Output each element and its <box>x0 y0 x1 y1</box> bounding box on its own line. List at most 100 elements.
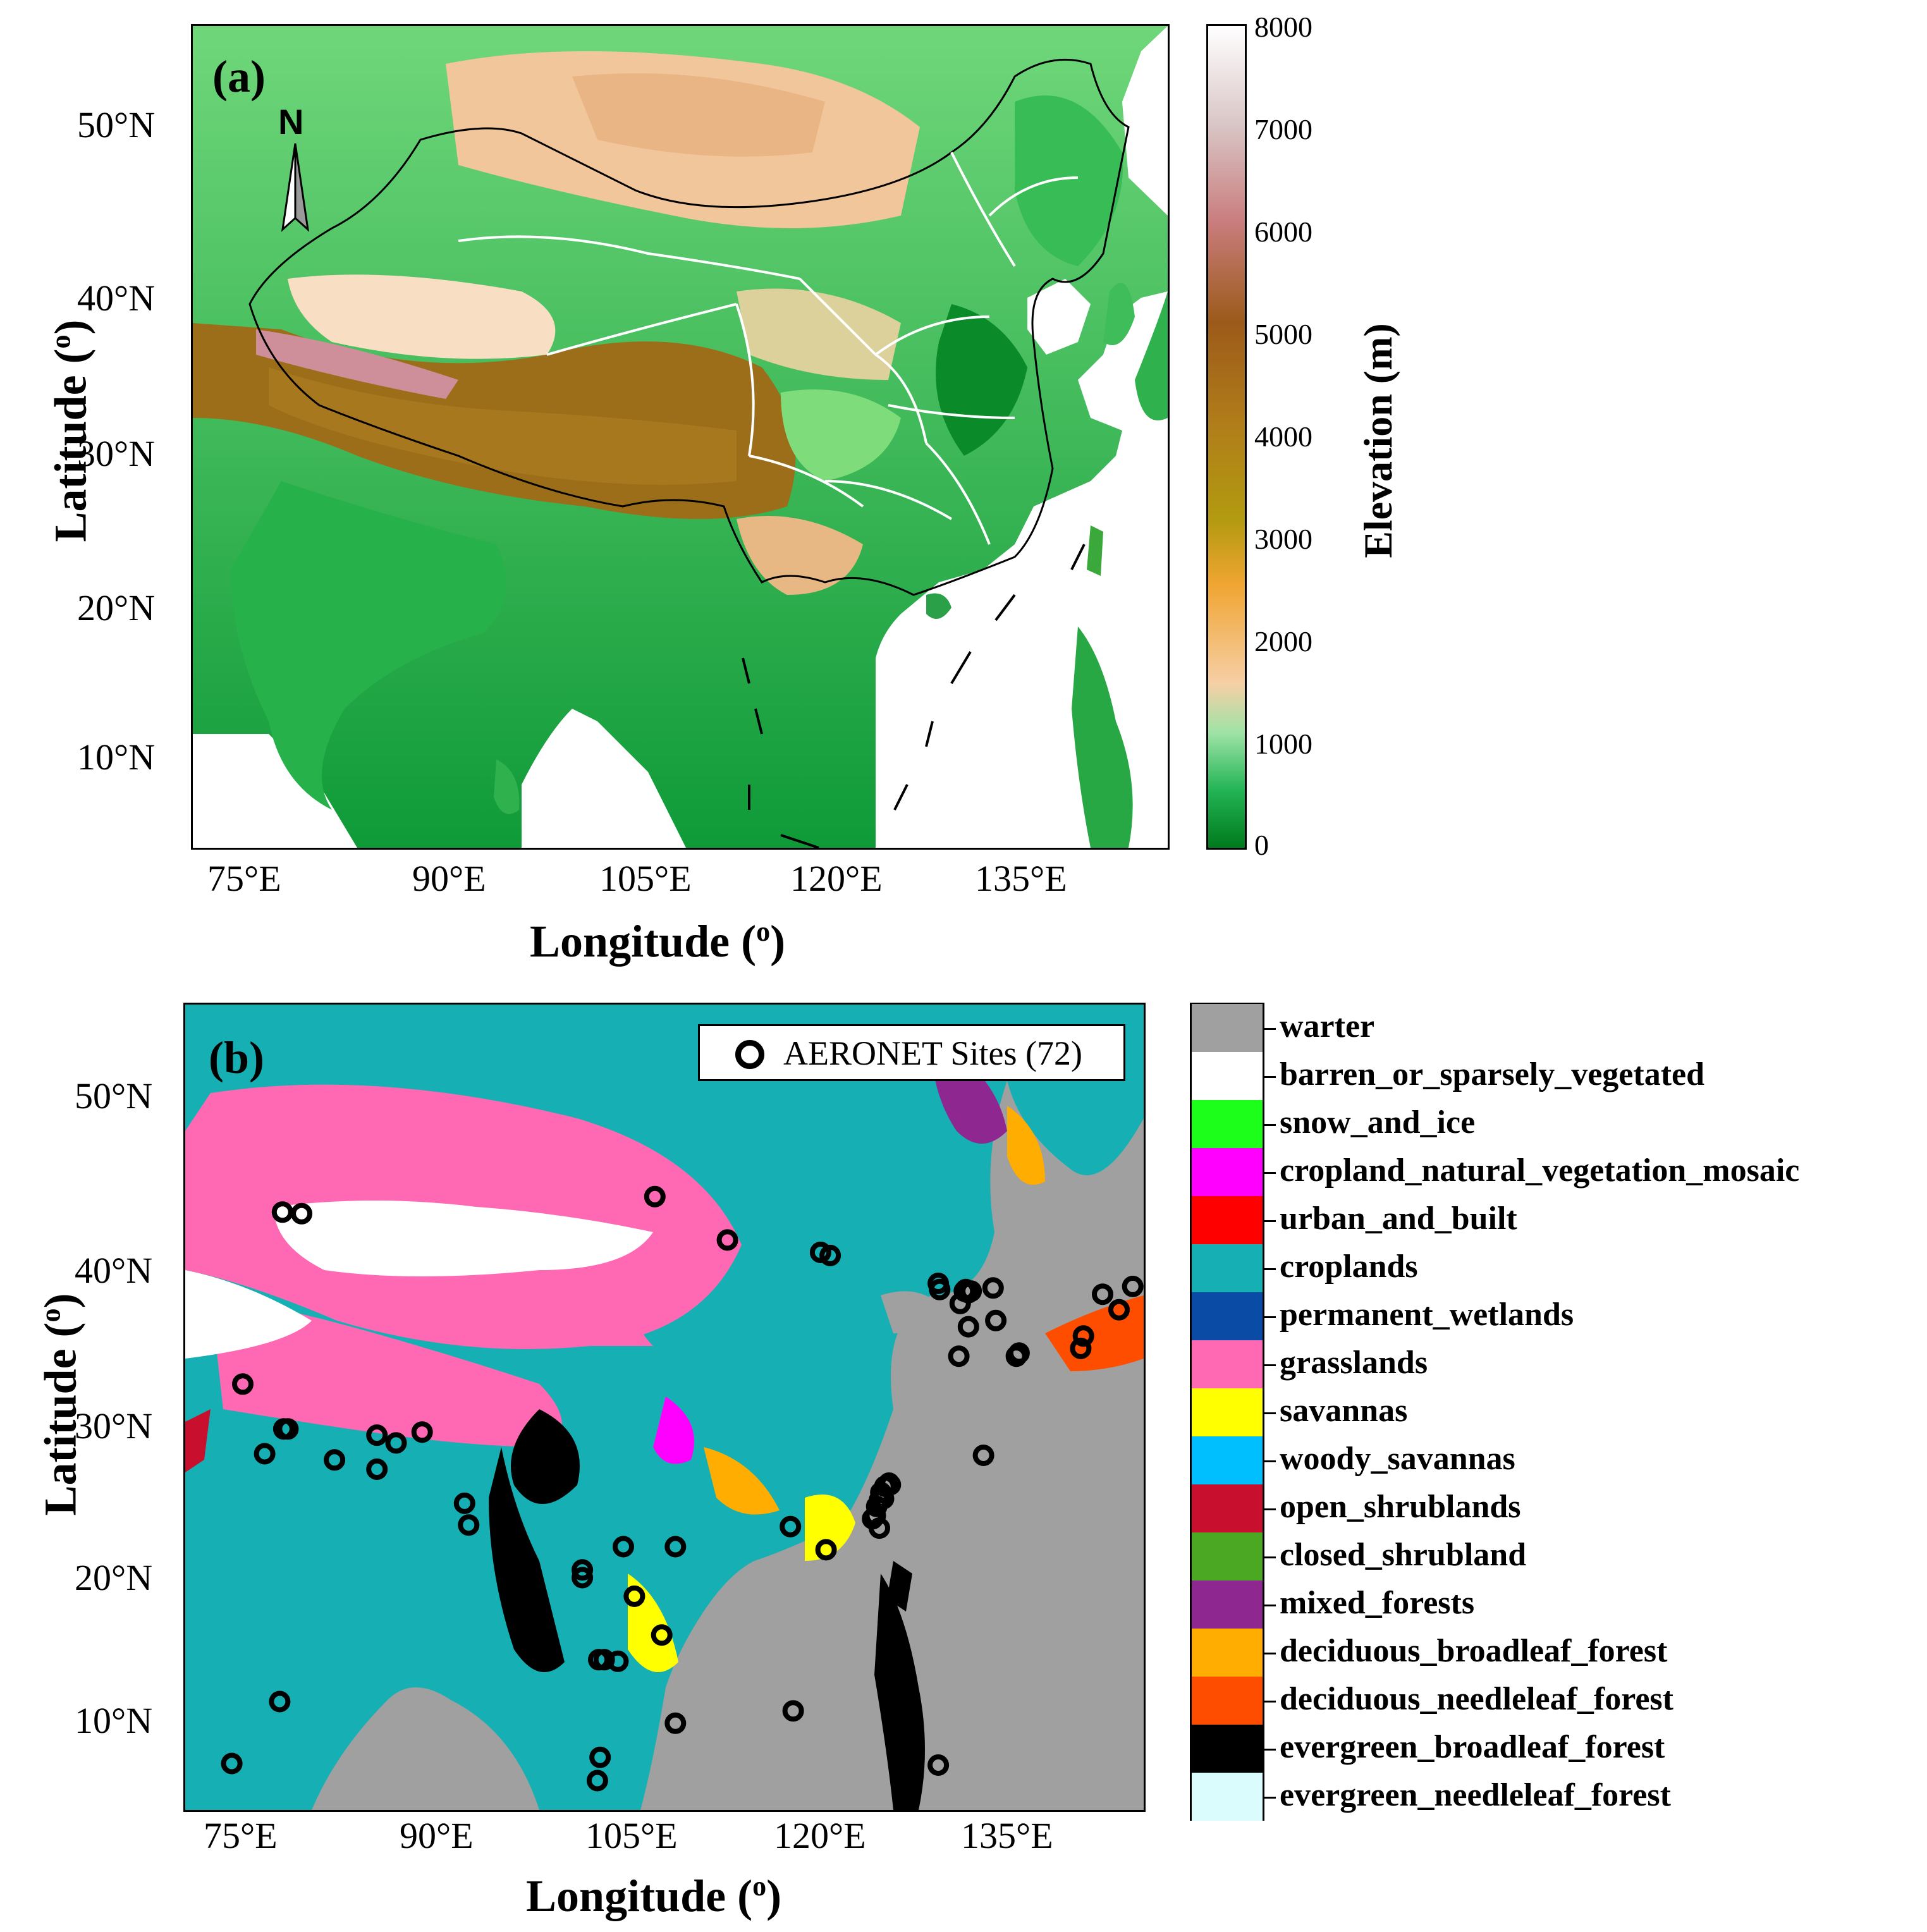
aeronet-site-marker <box>819 1244 841 1266</box>
legend-label-evergreen-broadleaf-forest: evergreen_broadleaf_forest <box>1280 1729 1665 1765</box>
elevation-colorbar <box>1206 24 1247 850</box>
legend-label-open-shrublands: open_shrublands <box>1280 1489 1521 1525</box>
south-china-sea <box>716 1586 874 1810</box>
panel-b-ytick-30: 30°N <box>75 1405 153 1446</box>
aeronet-site-marker <box>780 1515 802 1538</box>
bohai-sea <box>1027 279 1091 355</box>
landcover-map <box>183 1003 1146 1812</box>
aeronet-site-marker <box>572 1567 594 1589</box>
aeronet-site-marker <box>929 1278 951 1300</box>
aeronet-legend: AERONET Sites (72) <box>698 1024 1125 1081</box>
aeronet-site-marker <box>385 1432 407 1454</box>
aeronet-site-marker <box>232 1373 254 1395</box>
legend-tick <box>1264 1364 1276 1366</box>
sichuan-basin <box>781 389 901 481</box>
cbar-tick-5000: 5000 <box>1254 318 1312 350</box>
aeronet-site-marker <box>957 1316 979 1338</box>
legend-label-evergreen-needleleaf-forest: evergreen_needleleaf_forest <box>1280 1777 1671 1813</box>
cbar-tick-0: 0 <box>1254 829 1269 861</box>
aeronet-legend-text: AERONET Sites (72) <box>783 1034 1082 1072</box>
evergreen-broadleaf-yunnan <box>511 1409 580 1504</box>
bohai-b <box>881 1291 944 1333</box>
grasslands-east <box>580 1169 685 1346</box>
aeronet-site-marker <box>1108 1299 1130 1321</box>
legend-swatch-urban-and-built <box>1190 1196 1264 1244</box>
legend-label-mixed-forests: mixed_forests <box>1280 1585 1475 1621</box>
panel-b-ylabel: Latitude (o) <box>35 1293 86 1516</box>
panel-b-xlabel: Longitude (o) <box>526 1871 782 1921</box>
panel-b-xtick-135: 135°E <box>961 1815 1053 1856</box>
legend-label-barren-or-sparsely-vegetated: barren_or_sparsely_vegetated <box>1280 1056 1705 1092</box>
legend-label-croplands: croplands <box>1280 1249 1418 1285</box>
legend-swatch-deciduous-needleleaf-forest <box>1190 1677 1264 1725</box>
legend-label-closed-shrubland: closed_shrubland <box>1280 1537 1527 1573</box>
aeronet-site-marker <box>269 1690 291 1713</box>
panel-b-xtick-105: 105°E <box>585 1815 678 1856</box>
aeronet-site-marker <box>1072 1325 1094 1347</box>
grasslands-tibet <box>211 1295 562 1447</box>
aeronet-site-marker <box>651 1624 673 1646</box>
legend-swatch-cropland-natural-vegetation-mosaic <box>1190 1148 1264 1196</box>
legend-tick <box>1264 1028 1276 1030</box>
legend-swatch-evergreen-needleleaf-forest <box>1190 1773 1264 1821</box>
panel-a-letter: (a) <box>212 51 266 102</box>
aeronet-site-marker <box>366 1424 388 1446</box>
landcover-map-svg <box>185 1005 1144 1810</box>
aeronet-site-marker <box>869 1517 890 1539</box>
legend-tick <box>1264 1701 1276 1703</box>
bay-of-bengal <box>522 709 686 848</box>
legend-tick <box>1264 1749 1276 1751</box>
panel-b-letter: (b) <box>209 1032 264 1083</box>
mosaic-sichuan <box>653 1397 694 1464</box>
aeronet-site-marker <box>572 1559 594 1581</box>
aeronet-site-marker <box>982 1277 1004 1299</box>
aeronet-site-marker <box>782 1700 804 1722</box>
legend-tick <box>1264 1172 1276 1174</box>
legend-swatch-croplands <box>1190 1244 1264 1292</box>
panel-a-ytick-50: 50°N <box>77 104 156 145</box>
panel-b-ytick-40: 40°N <box>75 1250 153 1291</box>
sea-of-japan <box>1122 26 1168 216</box>
aeronet-site-marker <box>254 1443 276 1465</box>
aeronet-site-marker <box>815 1539 837 1561</box>
japan-needleleaf <box>1045 1295 1144 1371</box>
aeronet-site-marker <box>588 1649 609 1671</box>
legend-tick <box>1264 1605 1276 1606</box>
legend-swatch-closed-shrubland <box>1190 1532 1264 1580</box>
legend-tick <box>1264 1268 1276 1270</box>
legend-swatch-deciduous-broadleaf-forest <box>1190 1629 1264 1677</box>
aeronet-site-marker <box>809 1242 831 1263</box>
philippines-forest <box>874 1574 925 1810</box>
aeronet-site-marker <box>949 1292 971 1314</box>
elevation-map-svg <box>193 26 1168 848</box>
aeronet-site-marker <box>623 1585 645 1607</box>
gobi <box>572 73 825 157</box>
barren-west <box>185 1270 312 1359</box>
pacific-b <box>944 1409 1144 1810</box>
korea <box>1103 283 1135 345</box>
panel-a-xtick-120: 120°E <box>790 858 883 899</box>
legend-swatch-warter <box>1190 1004 1264 1052</box>
legend-swatch-snow-and-ice <box>1190 1100 1264 1148</box>
arabian-sea <box>193 734 357 848</box>
tarim-basin <box>288 274 556 359</box>
legend-swatch-mixed-forests <box>1190 1580 1264 1629</box>
legend-label-warter: warter <box>1280 1008 1375 1044</box>
aeronet-site-marker <box>589 1746 611 1768</box>
aeronet-site-marker <box>1092 1283 1113 1305</box>
panel-a-xtick-75: 75°E <box>207 858 281 899</box>
manchuria <box>1015 95 1123 266</box>
china-border <box>248 58 1130 596</box>
aeronet-site-marker <box>271 1201 293 1223</box>
legend-tick <box>1264 1220 1276 1222</box>
panel-a-ytick-40: 40°N <box>77 278 156 319</box>
legend-tick <box>1264 1460 1276 1462</box>
sri-lanka <box>494 759 520 814</box>
legend-swatch-barren-or-sparsely-vegetated <box>1190 1052 1264 1100</box>
cbar-tick-2000: 2000 <box>1254 625 1312 657</box>
legend-label-cropland-natural-vegetation-mosaic: cropland_natural_vegetation_mosaic <box>1280 1152 1800 1189</box>
province-borders <box>458 152 1079 545</box>
panel-a-ytick-30: 30°N <box>77 433 156 474</box>
aeronet-site-marker <box>613 1536 634 1558</box>
cbar-tick-7000: 7000 <box>1254 113 1312 145</box>
